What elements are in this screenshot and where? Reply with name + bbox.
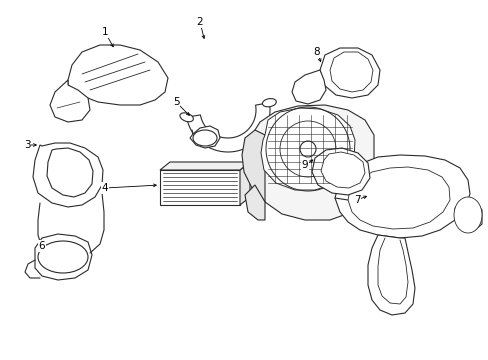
Polygon shape: [186, 103, 269, 152]
Polygon shape: [291, 70, 325, 104]
Text: 5: 5: [172, 97, 179, 107]
Text: 3: 3: [23, 140, 30, 150]
Text: 2: 2: [196, 17, 203, 27]
Polygon shape: [33, 143, 103, 207]
Ellipse shape: [453, 197, 481, 233]
Polygon shape: [261, 108, 354, 190]
Polygon shape: [68, 45, 168, 105]
Text: 8: 8: [313, 47, 320, 57]
Polygon shape: [254, 105, 373, 220]
Polygon shape: [244, 185, 264, 220]
Polygon shape: [454, 202, 481, 230]
Polygon shape: [190, 126, 220, 148]
Text: 4: 4: [102, 183, 108, 193]
Polygon shape: [240, 162, 249, 205]
Polygon shape: [47, 148, 93, 197]
Text: 1: 1: [102, 27, 108, 37]
Polygon shape: [367, 235, 414, 315]
Ellipse shape: [180, 113, 193, 122]
Polygon shape: [347, 167, 449, 229]
Polygon shape: [50, 80, 90, 122]
Polygon shape: [319, 48, 379, 98]
Polygon shape: [35, 234, 92, 280]
Text: 9: 9: [301, 160, 307, 170]
Text: 6: 6: [39, 241, 45, 251]
Polygon shape: [160, 162, 249, 170]
Polygon shape: [329, 52, 372, 92]
Ellipse shape: [299, 141, 315, 157]
Text: 7: 7: [353, 195, 360, 205]
Polygon shape: [320, 152, 364, 188]
Polygon shape: [160, 170, 240, 205]
Polygon shape: [311, 148, 369, 195]
Ellipse shape: [38, 241, 88, 273]
Ellipse shape: [193, 130, 217, 146]
Polygon shape: [334, 155, 469, 238]
Ellipse shape: [262, 99, 276, 107]
Polygon shape: [242, 130, 264, 202]
